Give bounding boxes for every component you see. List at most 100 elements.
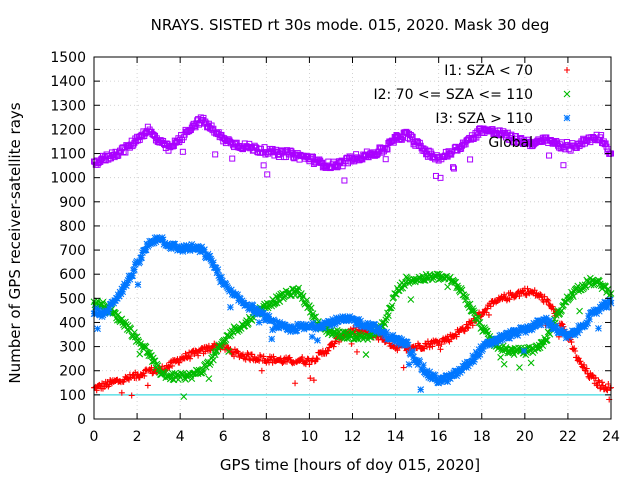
data-point [517,323,525,331]
data-point [469,305,477,312]
data-point [470,358,478,366]
xtick-label-20: 20 [516,429,534,445]
data-point [450,165,457,172]
data-point [341,328,349,336]
data-point [578,323,586,331]
data-point [178,245,186,253]
data-point [275,324,283,332]
data-point [174,246,181,254]
data-point [353,151,360,158]
data-point [546,316,554,324]
data-point [467,156,474,163]
data-point [400,337,408,345]
data-point [176,359,183,366]
data-point [382,316,390,324]
legend-marker-4 [564,139,570,145]
data-point [188,241,196,248]
data-point [167,245,175,253]
data-point [267,317,275,324]
ytick-label-1000: 1000 [50,171,86,187]
data-point [182,350,189,357]
data-point [310,377,317,384]
data-point [451,278,459,286]
legend-label-2: I2: 70 <= SZA <= 110 [373,87,533,103]
data-point [546,302,553,309]
data-point [445,374,452,382]
data-point [184,354,191,361]
xtick-label-14: 14 [387,429,405,445]
data-point [444,283,452,291]
data-point [269,295,277,303]
data-point [605,381,612,388]
plot-data [90,114,615,403]
data-point [426,368,434,376]
data-point [352,320,360,328]
data-point [531,287,538,294]
data-point [394,339,402,347]
data-point [583,365,590,372]
data-point [249,302,257,309]
data-point [292,380,299,387]
data-point [549,303,556,310]
data-point [416,358,424,366]
data-point [552,322,560,330]
data-point [126,275,134,283]
data-point [469,322,476,329]
data-point [364,319,372,327]
data-point [306,323,314,330]
data-point [453,333,460,340]
data-point [471,356,478,363]
data-point [205,375,213,383]
data-point [405,361,413,368]
data-point [558,320,565,327]
data-point [420,361,427,369]
data-point [227,286,235,294]
data-point [557,145,564,152]
data-point [209,259,217,266]
data-point [485,311,492,318]
data-point [165,363,172,370]
data-point [453,372,461,380]
data-point [589,371,596,378]
data-point [187,355,194,362]
data-point [548,320,556,328]
data-point [463,321,470,328]
data-point [371,321,379,329]
data-point [483,309,490,316]
data-point [490,335,498,343]
data-point [313,355,320,362]
data-point [508,131,515,138]
data-point [599,379,606,386]
data-point [507,328,514,335]
data-point [595,377,602,384]
data-point [257,145,264,152]
chart-title: NRAYS. SISTED rt 30s mode. 015, 2020. Ma… [151,16,550,34]
data-point [507,332,515,340]
data-point [410,353,417,361]
data-point [293,327,301,334]
data-point [354,335,362,343]
xtick-label-24: 24 [602,429,620,445]
data-point [504,329,512,337]
data-point [427,374,434,382]
data-point [384,146,391,153]
data-point [167,372,175,379]
data-point [494,335,502,343]
data-point [522,329,530,336]
data-point [105,304,113,312]
ytick-label-1500: 1500 [50,50,86,66]
data-point [426,344,433,351]
data-point [432,172,439,179]
ytick-label-100: 100 [59,388,86,404]
data-point [382,156,389,163]
data-point [260,353,267,360]
data-point [325,347,332,354]
data-point [316,325,324,332]
y-axis-label: Number of GPS receiver-satellite rays [6,102,24,383]
data-point [599,303,607,311]
data-point [368,326,376,334]
data-point [214,266,222,274]
data-point [454,370,461,378]
data-point [195,352,202,359]
